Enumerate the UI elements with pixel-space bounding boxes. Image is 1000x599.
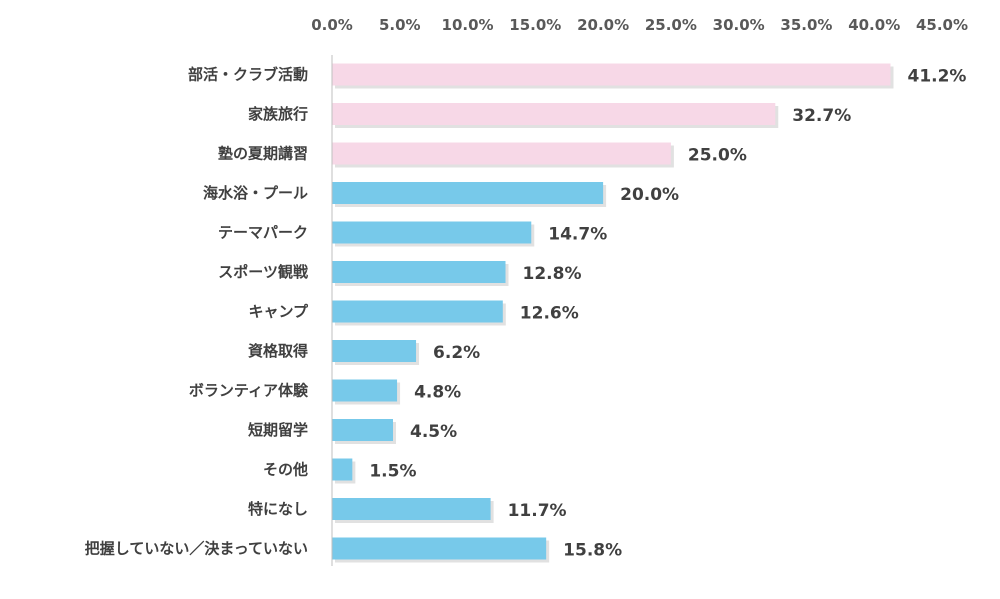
bar bbox=[332, 182, 604, 204]
x-axis-ticks: 0.0% 5.0% 10.0% 15.0% 20.0% 25.0% 30.0% 35.0% 40… bbox=[311, 16, 968, 34]
category-label: スポーツ観戦 bbox=[218, 263, 309, 281]
category-label: 特になし bbox=[248, 500, 308, 518]
x-tick-label: 10.0% bbox=[442, 16, 494, 34]
x-tick-label: 20.0% bbox=[577, 16, 629, 34]
x-tick-label: 35.0% bbox=[780, 16, 832, 34]
x-tick-label: 25.0% bbox=[645, 16, 697, 34]
data-label: 12.8% bbox=[523, 264, 582, 284]
bars bbox=[332, 63, 894, 563]
data-label: 11.7% bbox=[508, 501, 567, 521]
category-label: ボランティア体験 bbox=[189, 382, 309, 400]
bar bbox=[332, 142, 671, 165]
bar bbox=[332, 103, 776, 125]
category-label: 家族旅行 bbox=[248, 105, 308, 123]
bar bbox=[332, 340, 417, 362]
bar bbox=[332, 300, 503, 323]
data-label: 6.2% bbox=[433, 343, 480, 363]
x-tick-label: 30.0% bbox=[713, 16, 765, 34]
data-label: 41.2% bbox=[907, 67, 966, 87]
data-label: 20.0% bbox=[620, 185, 679, 205]
x-tick-label: 5.0% bbox=[379, 16, 421, 34]
category-label: 資格取得 bbox=[248, 342, 308, 360]
bar bbox=[332, 221, 532, 244]
bar bbox=[332, 379, 398, 402]
x-tick-label: 45.0% bbox=[916, 16, 968, 34]
bar bbox=[332, 63, 891, 86]
x-tick-label: 15.0% bbox=[509, 16, 561, 34]
bar bbox=[332, 537, 547, 560]
category-labels: 部活・クラブ活動家族旅行塾の夏期講習海水浴・プールテーマパークスポーツ観戦キャン… bbox=[85, 66, 309, 558]
value-labels: 41.2% 32.7% 25.0% 20.0% 14.7% 12.8% 12.6% 6.2% 4… bbox=[369, 67, 966, 561]
data-label: 32.7% bbox=[792, 106, 851, 126]
category-label: 海水浴・プール bbox=[203, 184, 308, 202]
category-label: 部活・クラブ活動 bbox=[188, 66, 308, 84]
data-label: 1.5% bbox=[369, 462, 416, 482]
category-label: キャンプ bbox=[248, 303, 309, 321]
x-tick-label: 0.0% bbox=[311, 16, 353, 34]
x-tick-label: 40.0% bbox=[848, 16, 900, 34]
category-label: テーマパーク bbox=[218, 224, 308, 242]
data-label: 14.7% bbox=[548, 225, 607, 245]
data-label: 12.6% bbox=[520, 304, 579, 324]
data-label: 15.8% bbox=[563, 541, 622, 561]
bar bbox=[332, 261, 506, 283]
category-label: 把握していない／決まっていない bbox=[85, 540, 308, 558]
category-label: 塾の夏期講習 bbox=[218, 145, 308, 163]
data-label: 4.8% bbox=[414, 383, 461, 403]
data-label: 25.0% bbox=[688, 146, 747, 166]
bar bbox=[332, 498, 491, 520]
category-label: その他 bbox=[263, 461, 308, 479]
data-label: 4.5% bbox=[410, 422, 457, 442]
category-label: 短期留学 bbox=[248, 421, 308, 439]
bar bbox=[332, 419, 393, 441]
bar bbox=[332, 458, 353, 481]
